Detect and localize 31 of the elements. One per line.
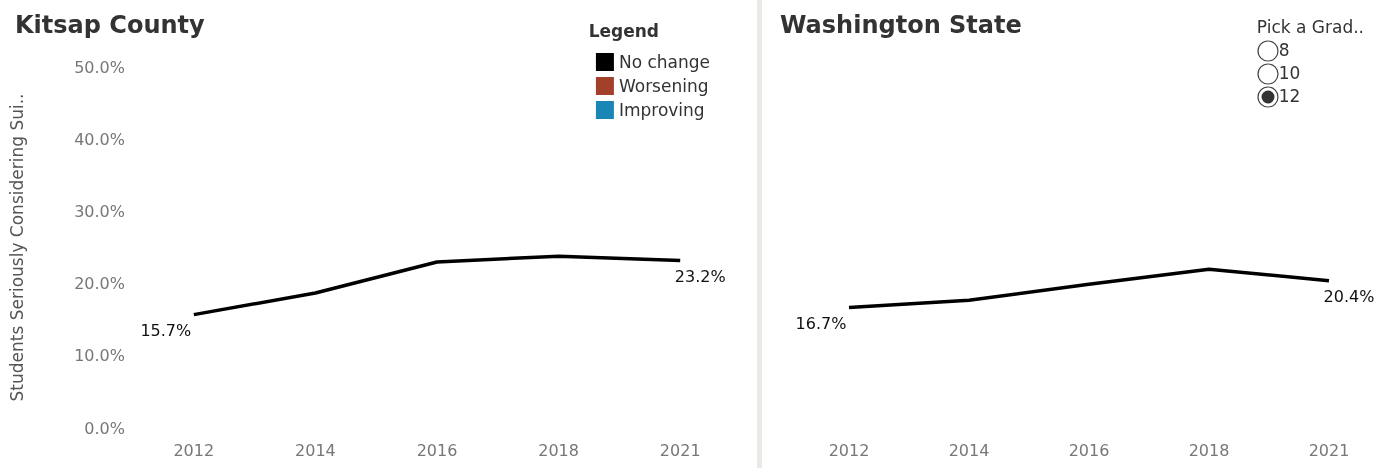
chart-title: Kitsap County bbox=[15, 11, 206, 39]
y-tick-label: 0.0% bbox=[84, 418, 125, 438]
legend-label: Worsening bbox=[618, 76, 709, 96]
data-label: 16.7% bbox=[795, 313, 847, 333]
data-label: 15.7% bbox=[140, 321, 192, 341]
x-tick-label: 2018 bbox=[538, 440, 579, 460]
legend-label: Improving bbox=[618, 100, 705, 120]
text: Pick a Grad.. bbox=[1256, 16, 1364, 39]
annotation: 12 bbox=[1278, 85, 1301, 108]
annotation: 10 bbox=[1278, 62, 1301, 85]
y-tick-label: 40.0% bbox=[74, 129, 125, 149]
chart-title: Washington State bbox=[780, 11, 1022, 39]
x-tick-label: 2016 bbox=[1068, 440, 1110, 460]
legend-title: Legend bbox=[588, 20, 660, 41]
x-tick-label: 2014 bbox=[295, 440, 336, 460]
y-tick-label: 30.0% bbox=[74, 201, 125, 221]
legend-label: No change bbox=[618, 52, 711, 72]
x-tick-label: 2014 bbox=[948, 440, 990, 460]
y-tick-label: 10.0% bbox=[74, 346, 125, 366]
x-tick-label: 2012 bbox=[828, 440, 870, 460]
text: 8 bbox=[1278, 39, 1290, 62]
y-axis-title: Students Seriously Considering Sui.. bbox=[6, 93, 27, 402]
x-tick-label: 2021 bbox=[659, 440, 701, 460]
data-label: 23.2% bbox=[674, 267, 726, 286]
y-tick-label: 20.0% bbox=[74, 274, 125, 294]
x-tick-label: 2018 bbox=[1188, 440, 1230, 460]
x-tick-label: 2012 bbox=[173, 440, 215, 460]
data-label: 20.4% bbox=[1323, 287, 1375, 307]
y-tick-label: 50.0% bbox=[74, 57, 125, 77]
x-tick-label: 2016 bbox=[416, 440, 458, 460]
x-tick-label: 2021 bbox=[1308, 440, 1350, 460]
